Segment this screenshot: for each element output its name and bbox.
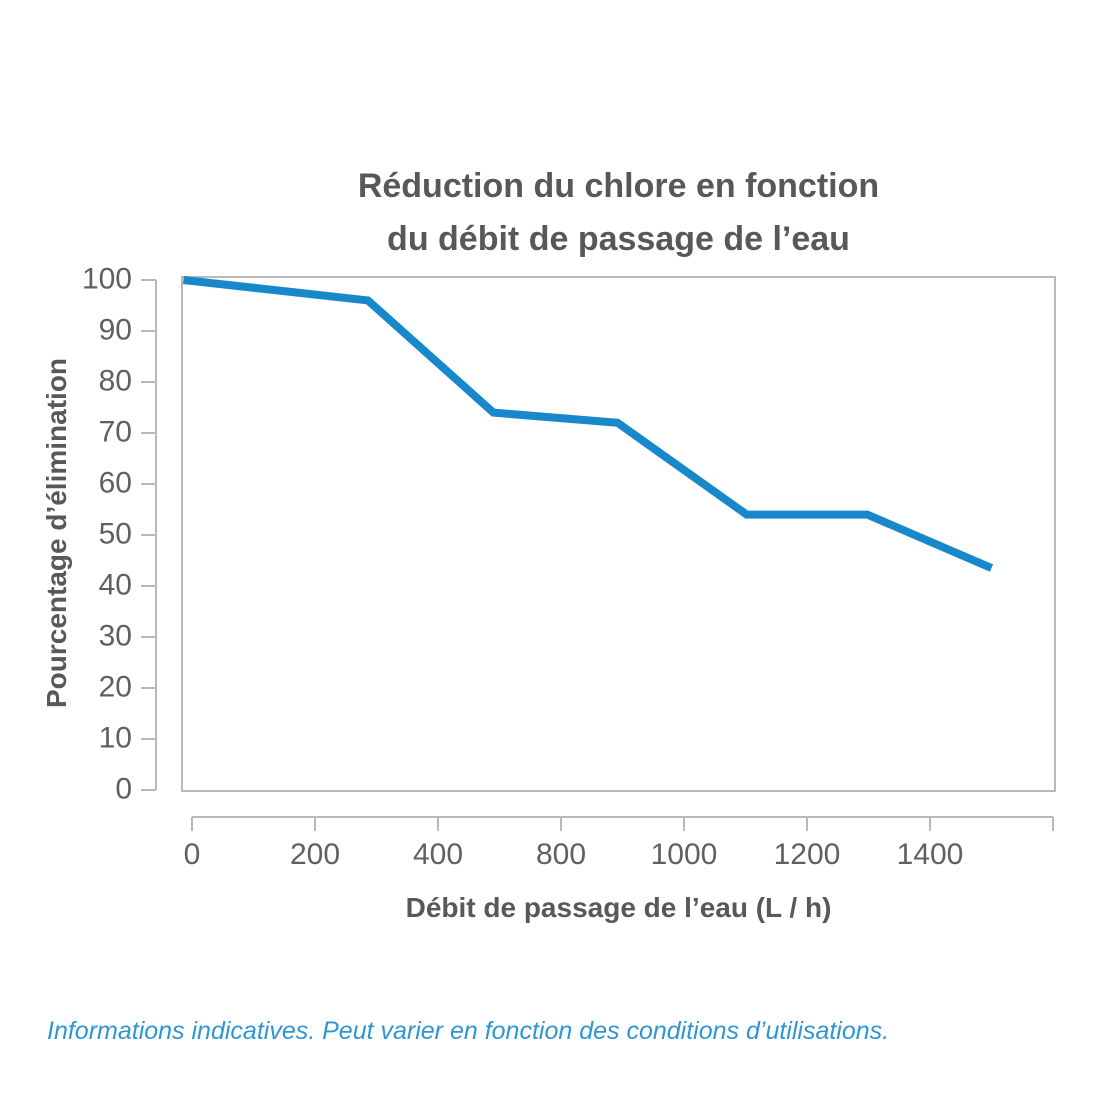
y-tick-label: 50: [98, 517, 132, 551]
x-tick-label: 1200: [773, 838, 841, 871]
y-axis-line: [141, 279, 157, 791]
x-tick-label: 0: [183, 838, 201, 871]
y-tick-label: 80: [98, 364, 132, 398]
x-tick-label: 200: [289, 838, 341, 871]
x-tick-label: 800: [535, 838, 587, 871]
x-tick-label: 1000: [650, 838, 718, 871]
y-axis-title: Pourcentage d’élimination: [41, 357, 72, 709]
x-axis-line: [191, 816, 1054, 831]
plot-border: [181, 276, 1056, 792]
y-tick-label: 70: [98, 415, 132, 449]
y-tick-label: 10: [98, 721, 132, 755]
data-line-chlore: [182, 276, 994, 572]
y-tick-label: 0: [115, 772, 132, 806]
x-axis-title: Débit de passage de l’eau (L / h): [405, 892, 832, 923]
footnote-text: Informations indicatives. Peut varier en…: [47, 1017, 890, 1045]
y-tick-label: 60: [98, 466, 132, 500]
y-tick-label: 20: [98, 670, 132, 704]
x-tick-label: 1400: [896, 838, 964, 871]
y-tick-label: 90: [98, 313, 132, 347]
y-tick-label: 30: [98, 619, 132, 653]
y-tick-label: 100: [81, 262, 132, 296]
chart-title-line1: Réduction du chlore en fonction: [357, 167, 880, 205]
chart-title-line2: du débit de passage de l’eau: [387, 220, 850, 258]
x-tick-label: 400: [412, 838, 464, 871]
y-tick-label: 40: [98, 568, 132, 602]
chart-title: Réduction du chlore en fonction du débit…: [182, 160, 1055, 266]
